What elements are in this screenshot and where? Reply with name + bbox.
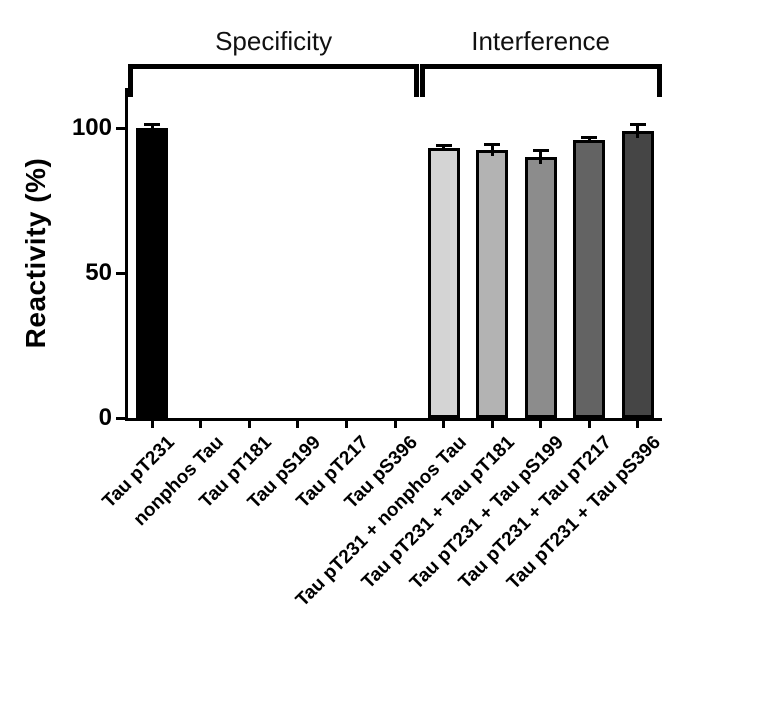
group-label: Specificity [215, 26, 333, 56]
error-bar-cap [581, 135, 598, 139]
group-bracket [419, 64, 662, 69]
error-bar [587, 136, 591, 143]
x-tick-mark [636, 421, 640, 428]
x-tick-mark [199, 421, 203, 428]
y-tick-label: 50 [85, 259, 112, 286]
x-tick-mark [587, 421, 591, 428]
x-tick-mark [150, 421, 154, 428]
error-bar-cap [629, 122, 646, 126]
x-tick-mark [539, 421, 543, 428]
group-bracket-end [128, 64, 134, 97]
error-bar-cap [532, 148, 549, 152]
group-label: Interference [471, 26, 610, 56]
y-tick-label: 100 [71, 114, 112, 141]
bar [476, 149, 509, 418]
error-bar-cap [484, 142, 501, 146]
y-tick-mark [116, 126, 125, 130]
error-bar [442, 145, 446, 152]
bar [573, 139, 606, 418]
error-bar [636, 123, 640, 139]
y-tick-mark [116, 416, 125, 420]
y-tick-mark [116, 271, 125, 275]
bar [621, 130, 654, 418]
error-bar [539, 149, 543, 165]
x-tick-mark [393, 421, 397, 428]
x-tick-mark [442, 421, 446, 428]
x-tick-mark [247, 421, 251, 428]
x-tick-mark [344, 421, 348, 428]
error-bar [490, 143, 494, 156]
error-bar-cap [435, 144, 452, 148]
x-axis-line [125, 418, 662, 421]
group-bracket [128, 64, 419, 69]
error-bar [150, 123, 154, 133]
x-tick-mark [296, 421, 300, 428]
bar [524, 157, 557, 418]
group-bracket-end [414, 64, 419, 97]
group-bracket-end [419, 64, 425, 97]
bar [136, 128, 169, 418]
y-axis-line [125, 88, 128, 421]
bar [427, 148, 460, 418]
error-bar-cap [144, 122, 161, 126]
x-tick-mark [490, 421, 494, 428]
group-bracket-end [656, 64, 662, 97]
y-tick-label: 0 [98, 404, 112, 431]
